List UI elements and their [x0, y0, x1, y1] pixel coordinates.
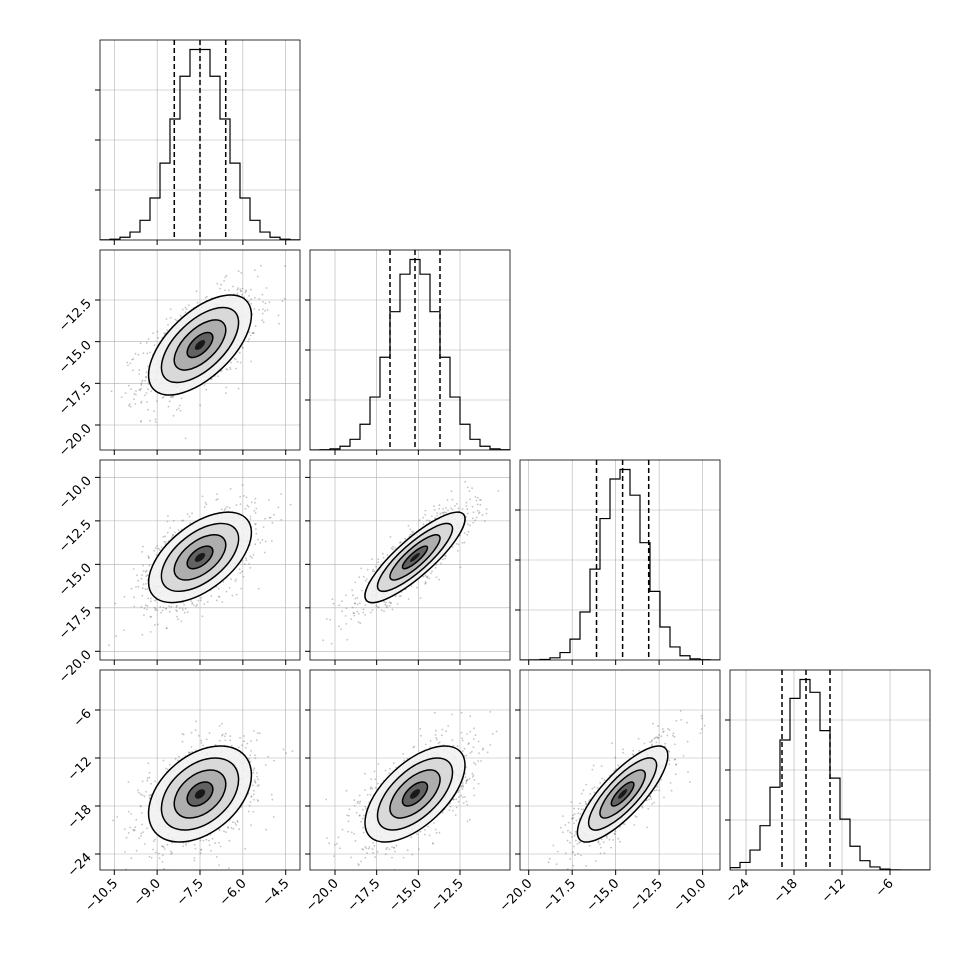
panel-3-1-contour-1	[376, 757, 454, 831]
panel-2-1	[305, 459, 511, 665]
panel-2-0-contour-3	[186, 545, 214, 570]
xtick-label-3-0: −24	[723, 876, 753, 906]
panel-3-1-contour-3	[401, 781, 429, 807]
panel-2-0-contour-1	[160, 522, 240, 593]
panel-3-3-frame	[729, 669, 931, 871]
panel-3-0-contour-2	[173, 769, 227, 819]
panel-3-1-contour-0	[364, 745, 466, 843]
xtick-label-2-1: −17.5	[540, 876, 579, 915]
xtick-label-1-3: −12.5	[428, 876, 467, 915]
panel-3-1-contour-2	[389, 769, 441, 819]
panel-2-2-frame	[519, 459, 721, 661]
panel-3-1-frame	[309, 669, 511, 871]
xtick-label-2-0: −20.0	[497, 876, 536, 915]
xtick-label-0-2: −7.5	[174, 876, 207, 909]
panel-3-2-contour-2	[599, 769, 646, 819]
xtick-label-1-2: −15.0	[386, 876, 425, 915]
ytick-label-3-1: −18	[65, 802, 95, 832]
panel-1-0-contour-0	[147, 294, 253, 396]
ytick-label-1-0: −20.0	[56, 421, 95, 460]
xtick-label-3-2: −12	[819, 876, 849, 906]
panel-3-2-contour-0	[576, 745, 669, 843]
panel-1-0-contour-2	[173, 319, 227, 371]
panel-2-1-density-4	[409, 552, 420, 562]
ytick-label-2-0: −20.0	[56, 648, 95, 687]
panel-2-0-density-4	[194, 552, 206, 562]
xtick-label-0-3: −6.0	[217, 876, 250, 909]
panel-1-0-density-4	[194, 340, 206, 351]
panel-3-1: −20.0 −17.5 −15.0 −12.5	[303, 669, 511, 915]
panel-3-2: −20.0 −17.5 −15.0 −12.5 −10.0	[497, 669, 721, 915]
ytick-label-2-2: −15.0	[56, 561, 95, 600]
ytick-label-2-1: −17.5	[56, 604, 95, 643]
panel-1-1	[305, 249, 511, 455]
panel-3-2-density-4	[618, 789, 628, 799]
panel-1-0-contour-3	[186, 331, 214, 359]
panel-2-1-contour-2	[389, 534, 441, 581]
xtick-label-1-0: −20.0	[303, 876, 342, 915]
panel-3-2-contour-3	[610, 781, 635, 807]
panel-3-0-contour-3	[186, 781, 214, 807]
ytick-label-2-4: −10.0	[56, 474, 95, 513]
panel-2-0: −20.0 −17.5 −15.0 −12.5 −10.0	[56, 459, 301, 687]
panel-3-0-density-4	[194, 789, 206, 799]
ytick-label-1-2: −15.0	[56, 338, 95, 377]
xtick-label-0-1: −9.0	[131, 876, 164, 909]
xtick-label-2-3: −12.5	[627, 876, 666, 915]
panel-3-1-density-4	[409, 789, 420, 799]
hist-1-step	[310, 258, 510, 450]
panel-3-0-contour-0	[147, 745, 253, 843]
xtick-label-0-4: −4.5	[260, 876, 293, 909]
ytick-label-1-1: −17.5	[56, 380, 95, 419]
hist-2-step	[520, 468, 720, 660]
panel-3-2-frame	[519, 669, 721, 871]
xtick-label-2-4: −10.0	[671, 876, 710, 915]
panel-1-0: −20.0−17.5−15.0−12.5	[56, 249, 301, 460]
panel-2-1-contour-1	[376, 522, 454, 593]
xtick-label-0-0: −10.5	[82, 876, 121, 915]
xtick-label-2-2: −15.0	[584, 876, 623, 915]
ytick-label-2-3: −12.5	[56, 517, 95, 556]
corner-panels: −20.0−17.5−15.0−12.5−20.0−17.5−15.0−12.5…	[56, 39, 931, 915]
panel-3-3: −24 −18 −12 −6	[723, 669, 931, 906]
xtick-label-3-3: −6	[873, 876, 897, 900]
ytick-label-3-3: −6	[71, 706, 95, 730]
panel-2-1-frame	[309, 459, 511, 661]
ytick-label-3-2: −12	[65, 754, 95, 784]
panel-1-0-contour-1	[160, 306, 240, 384]
panel-2-0-contour-2	[173, 534, 227, 581]
xtick-label-3-1: −18	[771, 876, 801, 906]
panel-2-0-contour-0	[147, 511, 253, 604]
ytick-label-1-3: −12.5	[56, 296, 95, 335]
panel-3-0-contour-1	[160, 757, 240, 831]
panel-1-1-frame	[309, 249, 511, 451]
panel-2-1-contour-0	[364, 511, 466, 604]
xtick-label-1-1: −17.5	[345, 876, 384, 915]
panel-2-2	[515, 459, 721, 665]
panel-2-1-contour-3	[401, 545, 429, 570]
ytick-label-3-0: −24	[65, 850, 95, 880]
panel-0-0	[95, 39, 301, 245]
panel-3-2-contour-1	[587, 757, 658, 831]
panel-3-0: −24 −18 −12 −6 −10.5 −9.0 −7.5 −6.0 −4.5	[65, 669, 301, 915]
